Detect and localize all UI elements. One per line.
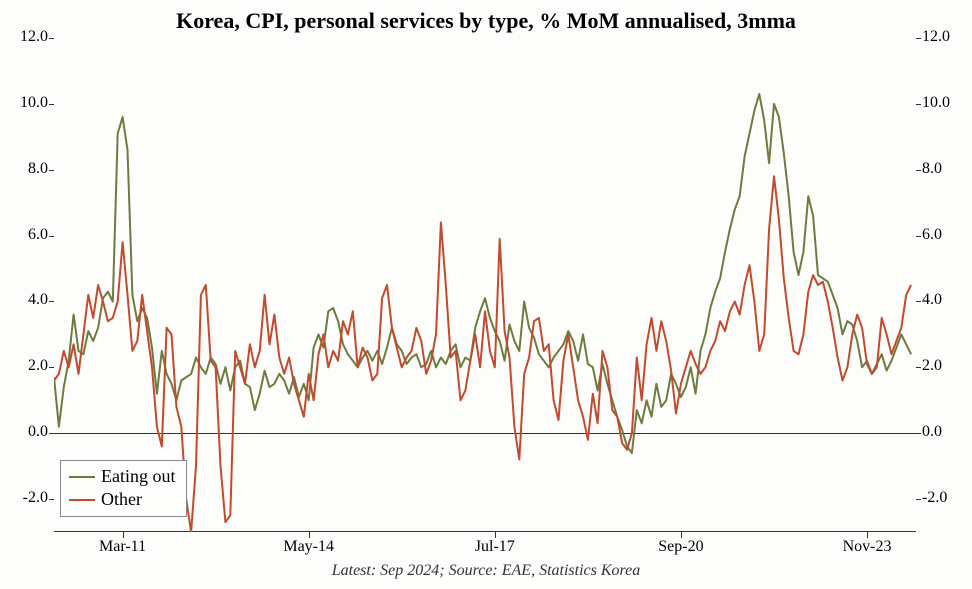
legend-swatch <box>69 499 95 501</box>
ytick-mark <box>916 170 921 171</box>
ytick-right: 2.0 <box>922 357 942 375</box>
ytick-right: -2.0 <box>922 489 947 507</box>
ytick-mark <box>916 301 921 302</box>
xtick-label: Jul-17 <box>455 538 535 556</box>
ytick-right: 8.0 <box>922 160 942 178</box>
ytick-mark <box>49 433 54 434</box>
ytick-mark <box>49 170 54 171</box>
ytick-mark <box>916 367 921 368</box>
ytick-mark <box>49 301 54 302</box>
ytick-left: 6.0 <box>0 226 48 244</box>
ytick-mark <box>49 38 54 39</box>
ytick-left: 0.0 <box>0 423 48 441</box>
legend: Eating outOther <box>60 460 187 517</box>
legend-item: Other <box>69 488 176 511</box>
chart-title: Korea, CPI, personal services by type, %… <box>0 8 972 34</box>
ytick-right: 12.0 <box>922 28 950 46</box>
plot-area: Eating outOther <box>54 38 916 532</box>
ytick-left: 8.0 <box>0 160 48 178</box>
ytick-mark <box>916 499 921 500</box>
ytick-left: 12.0 <box>0 28 48 46</box>
xtick-label: Sep-20 <box>641 538 721 556</box>
ytick-mark <box>49 236 54 237</box>
ytick-right: 6.0 <box>922 226 942 244</box>
ytick-right: 10.0 <box>922 94 950 112</box>
ytick-mark <box>916 38 921 39</box>
ytick-right: 0.0 <box>922 423 942 441</box>
ytick-mark <box>916 433 921 434</box>
ytick-left: -2.0 <box>0 489 48 507</box>
chart-container: Korea, CPI, personal services by type, %… <box>0 0 972 589</box>
legend-item: Eating out <box>69 465 176 488</box>
chart-caption: Latest: Sep 2024; Source: EAE, Statistic… <box>0 562 972 580</box>
ytick-mark <box>49 499 54 500</box>
legend-swatch <box>69 476 95 478</box>
legend-label: Other <box>101 488 142 511</box>
xtick-label: Nov-23 <box>827 538 907 556</box>
ytick-left: 4.0 <box>0 291 48 309</box>
legend-label: Eating out <box>101 465 176 488</box>
ytick-left: 10.0 <box>0 94 48 112</box>
xtick-label: May-14 <box>269 538 349 556</box>
ytick-mark <box>49 104 54 105</box>
series-svg <box>54 38 916 532</box>
ytick-mark <box>49 367 54 368</box>
ytick-mark <box>916 104 921 105</box>
ytick-right: 4.0 <box>922 291 942 309</box>
ytick-left: 2.0 <box>0 357 48 375</box>
ytick-mark <box>916 236 921 237</box>
xtick-label: Mar-11 <box>83 538 163 556</box>
